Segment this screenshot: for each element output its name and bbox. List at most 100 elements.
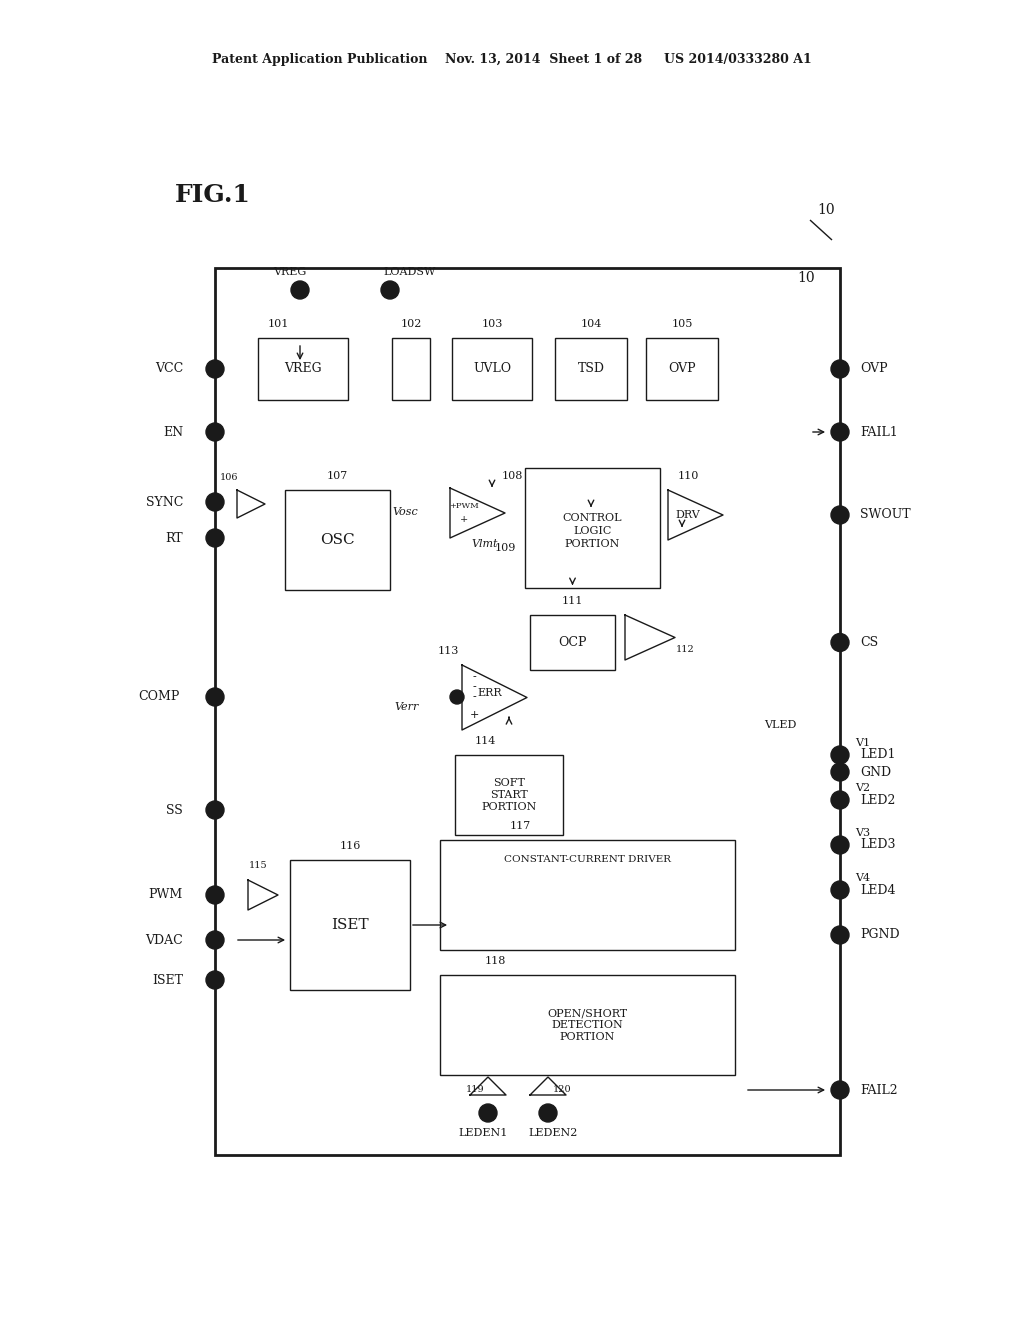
Text: PORTION: PORTION <box>560 1032 615 1041</box>
Circle shape <box>831 880 849 899</box>
Bar <box>440 840 735 950</box>
Polygon shape <box>530 1077 566 1096</box>
Circle shape <box>206 972 224 989</box>
Circle shape <box>206 801 224 818</box>
Text: ISET: ISET <box>152 974 183 986</box>
Text: 6: 6 <box>212 498 218 507</box>
Text: PORTION: PORTION <box>565 539 621 549</box>
Text: 20: 20 <box>835 1086 845 1094</box>
Text: 5: 5 <box>212 891 218 899</box>
Text: 7: 7 <box>837 767 843 776</box>
Text: 3: 3 <box>837 428 843 437</box>
Circle shape <box>831 422 849 441</box>
Text: PGND: PGND <box>860 928 900 941</box>
Bar <box>215 268 840 1155</box>
Text: 28: 28 <box>210 693 220 701</box>
Circle shape <box>539 1104 557 1122</box>
Text: TSD: TSD <box>578 363 604 375</box>
Text: 14: 14 <box>835 796 846 804</box>
Text: Patent Application Publication    Nov. 13, 2014  Sheet 1 of 28     US 2014/03332: Patent Application Publication Nov. 13, … <box>212 54 812 66</box>
Text: PWM: PWM <box>148 888 183 902</box>
Polygon shape <box>462 665 527 730</box>
Bar <box>290 861 410 990</box>
Circle shape <box>206 360 224 378</box>
Text: FAIL1: FAIL1 <box>860 425 898 438</box>
Text: LED3: LED3 <box>860 838 896 851</box>
Text: LOADSW: LOADSW <box>384 267 436 277</box>
Text: -: - <box>472 682 476 692</box>
Text: 110: 110 <box>677 471 698 480</box>
Text: OVP: OVP <box>860 363 888 375</box>
Bar <box>440 975 735 1074</box>
Text: 111: 111 <box>562 597 584 606</box>
Text: V1: V1 <box>855 738 870 748</box>
Text: 2: 2 <box>387 285 393 294</box>
Text: 11: 11 <box>543 1109 553 1117</box>
Text: 103: 103 <box>481 319 503 329</box>
Text: SS: SS <box>166 804 183 817</box>
Text: 108: 108 <box>502 471 522 480</box>
Text: LED4: LED4 <box>860 883 896 896</box>
Text: START: START <box>490 789 528 800</box>
Text: VREG: VREG <box>285 363 322 375</box>
Bar <box>525 469 660 587</box>
Text: 117: 117 <box>509 821 530 832</box>
Circle shape <box>831 746 849 764</box>
Text: 118: 118 <box>484 956 506 966</box>
Text: V3: V3 <box>855 828 870 838</box>
Text: 9: 9 <box>212 975 218 985</box>
Text: 106: 106 <box>220 474 239 483</box>
Text: LEDEN2: LEDEN2 <box>528 1129 578 1138</box>
Text: 21: 21 <box>835 931 846 939</box>
Text: 115: 115 <box>249 862 267 870</box>
Text: ISET: ISET <box>331 917 369 932</box>
Polygon shape <box>668 490 723 540</box>
Text: SOFT: SOFT <box>494 777 525 788</box>
Text: LEDEN1: LEDEN1 <box>459 1129 508 1138</box>
Text: 101: 101 <box>267 319 289 329</box>
Text: 10: 10 <box>798 271 815 285</box>
Text: 22: 22 <box>835 639 845 647</box>
Text: -: - <box>472 672 476 682</box>
Circle shape <box>206 492 224 511</box>
Bar <box>530 615 615 671</box>
Text: OSC: OSC <box>321 533 354 546</box>
Polygon shape <box>237 490 265 517</box>
Text: DETECTION: DETECTION <box>552 1020 624 1030</box>
Circle shape <box>831 506 849 524</box>
Text: GND: GND <box>860 766 891 779</box>
Text: 17: 17 <box>835 886 846 894</box>
Text: 23: 23 <box>835 511 846 519</box>
Circle shape <box>479 1104 497 1122</box>
Text: 120: 120 <box>553 1085 571 1094</box>
Text: +: + <box>469 710 478 719</box>
Polygon shape <box>470 1077 506 1096</box>
Text: 24: 24 <box>210 428 220 436</box>
Text: COMP: COMP <box>138 690 180 704</box>
Bar <box>555 338 627 400</box>
Text: 116: 116 <box>339 841 360 851</box>
Text: 109: 109 <box>495 543 516 553</box>
Text: CONTROL: CONTROL <box>563 513 623 523</box>
Text: CONSTANT-CURRENT DRIVER: CONSTANT-CURRENT DRIVER <box>504 855 671 865</box>
Text: 10: 10 <box>817 203 835 216</box>
Text: LED2: LED2 <box>860 793 895 807</box>
Text: VLED: VLED <box>764 719 797 730</box>
Circle shape <box>831 360 849 378</box>
Circle shape <box>381 281 399 300</box>
Circle shape <box>206 422 224 441</box>
Text: Verr: Verr <box>395 702 419 711</box>
Text: PORTION: PORTION <box>481 803 537 812</box>
Text: +: + <box>460 516 468 524</box>
Text: 102: 102 <box>400 319 422 329</box>
Bar <box>455 755 563 836</box>
Circle shape <box>291 281 309 300</box>
Text: UVLO: UVLO <box>473 363 511 375</box>
Text: LED1: LED1 <box>860 748 896 762</box>
Text: SWOUT: SWOUT <box>860 508 910 521</box>
Text: V4: V4 <box>855 873 870 883</box>
Text: RT: RT <box>165 532 183 544</box>
Bar <box>258 338 348 400</box>
Text: 114: 114 <box>474 737 496 746</box>
Circle shape <box>831 1081 849 1100</box>
